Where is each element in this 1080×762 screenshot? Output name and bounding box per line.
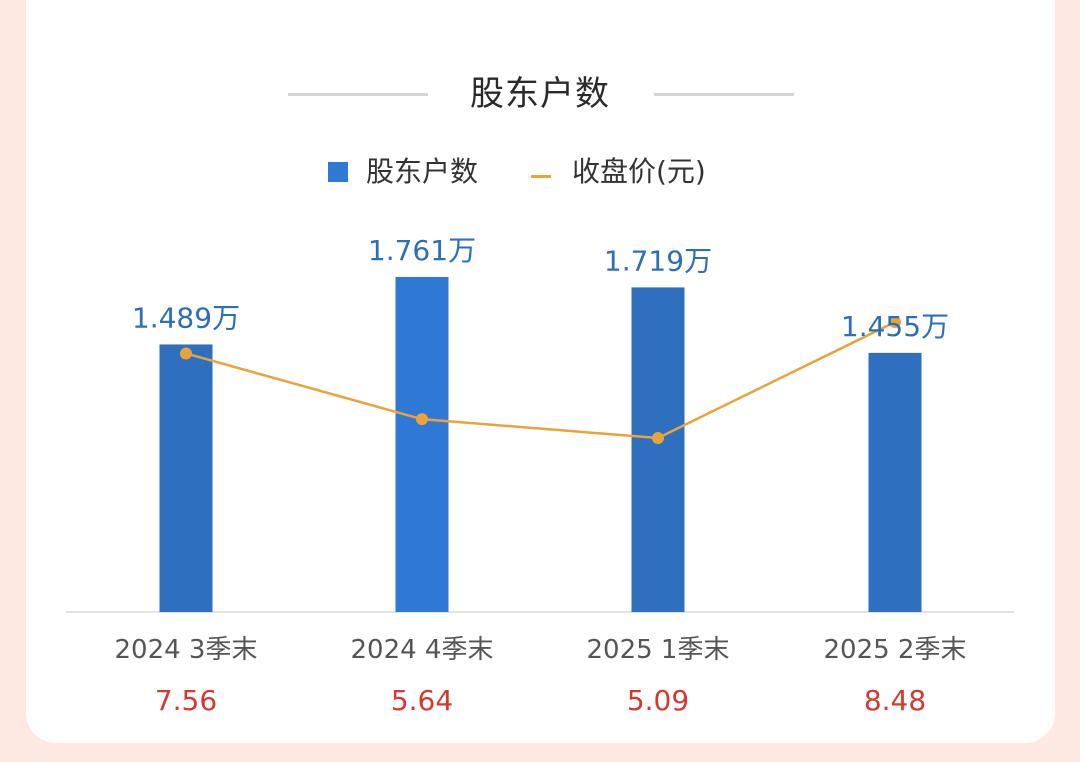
bar-value-label-2: 1.761万 [368, 234, 476, 267]
price-line [185, 320, 896, 440]
price-point-3 [652, 432, 664, 444]
bar-1 [159, 344, 213, 612]
price-value-label-2: 5.64 [391, 684, 453, 717]
price-point-1 [180, 347, 192, 360]
chart-title: 股东户数 [470, 74, 610, 114]
title-divider-right [654, 93, 794, 96]
chart-title-area: 股东户数 [0, 62, 1080, 122]
bar-value-label-1: 1.489万 [132, 301, 240, 334]
legend-bar-swatch [328, 162, 348, 182]
bar-value-label-4: 1.455万 [841, 310, 949, 343]
x-tick-label-1: 2024 3季末 [115, 635, 258, 665]
price-point-4 [889, 316, 901, 328]
bar-4 [868, 352, 922, 612]
price-value-label-3: 5.09 [627, 684, 689, 717]
chart-legend: 股东户数 收盘价(元) [0, 150, 1080, 190]
price-value-label-4: 8.48 [864, 684, 926, 717]
bar-2 [395, 277, 449, 612]
x-tick-label-3: 2025 1季末 [587, 635, 730, 665]
bar-3 [631, 287, 685, 612]
bar-value-label-3: 1.719万 [604, 244, 712, 277]
x-tick-label-2: 2024 4季末 [351, 635, 494, 665]
price-value-label-1: 7.56 [155, 684, 217, 717]
legend-line-label: 收盘价(元) [572, 155, 706, 188]
legend-bar-label: 股东户数 [366, 155, 479, 188]
legend-line-swatch [531, 175, 551, 178]
price-point-2 [416, 413, 428, 426]
x-tick-label-4: 2025 2季末 [824, 635, 967, 665]
title-divider-left [288, 93, 428, 96]
